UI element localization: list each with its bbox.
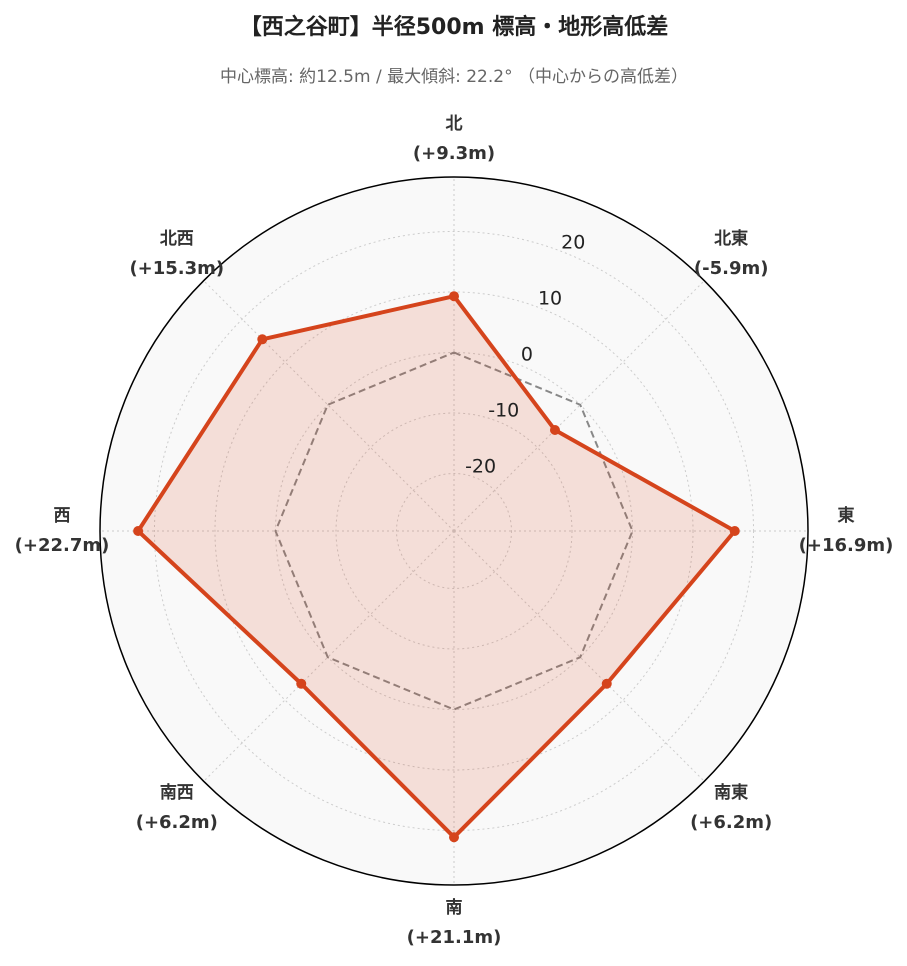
radial-tick-label: -10 xyxy=(488,399,519,421)
chart-subtitle: 中心標高: 約12.5m / 最大傾斜: 22.2° （中心からの高低差） xyxy=(220,67,688,87)
spoke xyxy=(453,280,705,532)
spoke xyxy=(203,530,455,782)
value-label: (-5.9m) xyxy=(694,258,769,279)
chart-title: 【西之谷町】半径500m 標高・地形高低差 xyxy=(240,14,669,40)
reference-line xyxy=(274,351,634,711)
radial-tick-label: 0 xyxy=(521,343,533,365)
data-point xyxy=(449,291,459,302)
value-label: (+22.7m) xyxy=(15,535,110,556)
spoke xyxy=(453,530,705,782)
spoke xyxy=(203,280,455,532)
category-label: 北西 xyxy=(160,229,194,249)
category-label: 北 xyxy=(446,114,463,134)
data-point xyxy=(133,526,144,536)
data-point xyxy=(449,832,459,843)
data-point xyxy=(549,425,560,436)
grid-circle xyxy=(153,230,755,832)
category-label: 東 xyxy=(838,505,855,526)
category-label: 南 xyxy=(446,897,463,918)
value-label: (+6.2m) xyxy=(136,812,218,833)
value-label: (+21.1m) xyxy=(407,927,502,948)
category-label: 南東 xyxy=(714,782,748,803)
grid-circle xyxy=(335,412,573,650)
value-label: (+15.3m) xyxy=(129,258,224,279)
radial-tick-label: -20 xyxy=(465,455,496,477)
radial-tick-label: 20 xyxy=(561,232,585,254)
data-point xyxy=(729,526,740,536)
grid-circle xyxy=(396,473,512,589)
data-point xyxy=(296,678,307,689)
value-label: (+6.2m) xyxy=(690,812,772,833)
value-label: (+16.9m) xyxy=(799,535,894,556)
category-label: 北東 xyxy=(714,228,748,249)
value-label: (+9.3m) xyxy=(413,143,495,164)
radial-tick-label: 10 xyxy=(538,288,562,310)
category-label: 南西 xyxy=(160,782,194,803)
data-point xyxy=(601,678,612,689)
category-label: 西 xyxy=(54,506,71,526)
data-point xyxy=(257,334,268,345)
